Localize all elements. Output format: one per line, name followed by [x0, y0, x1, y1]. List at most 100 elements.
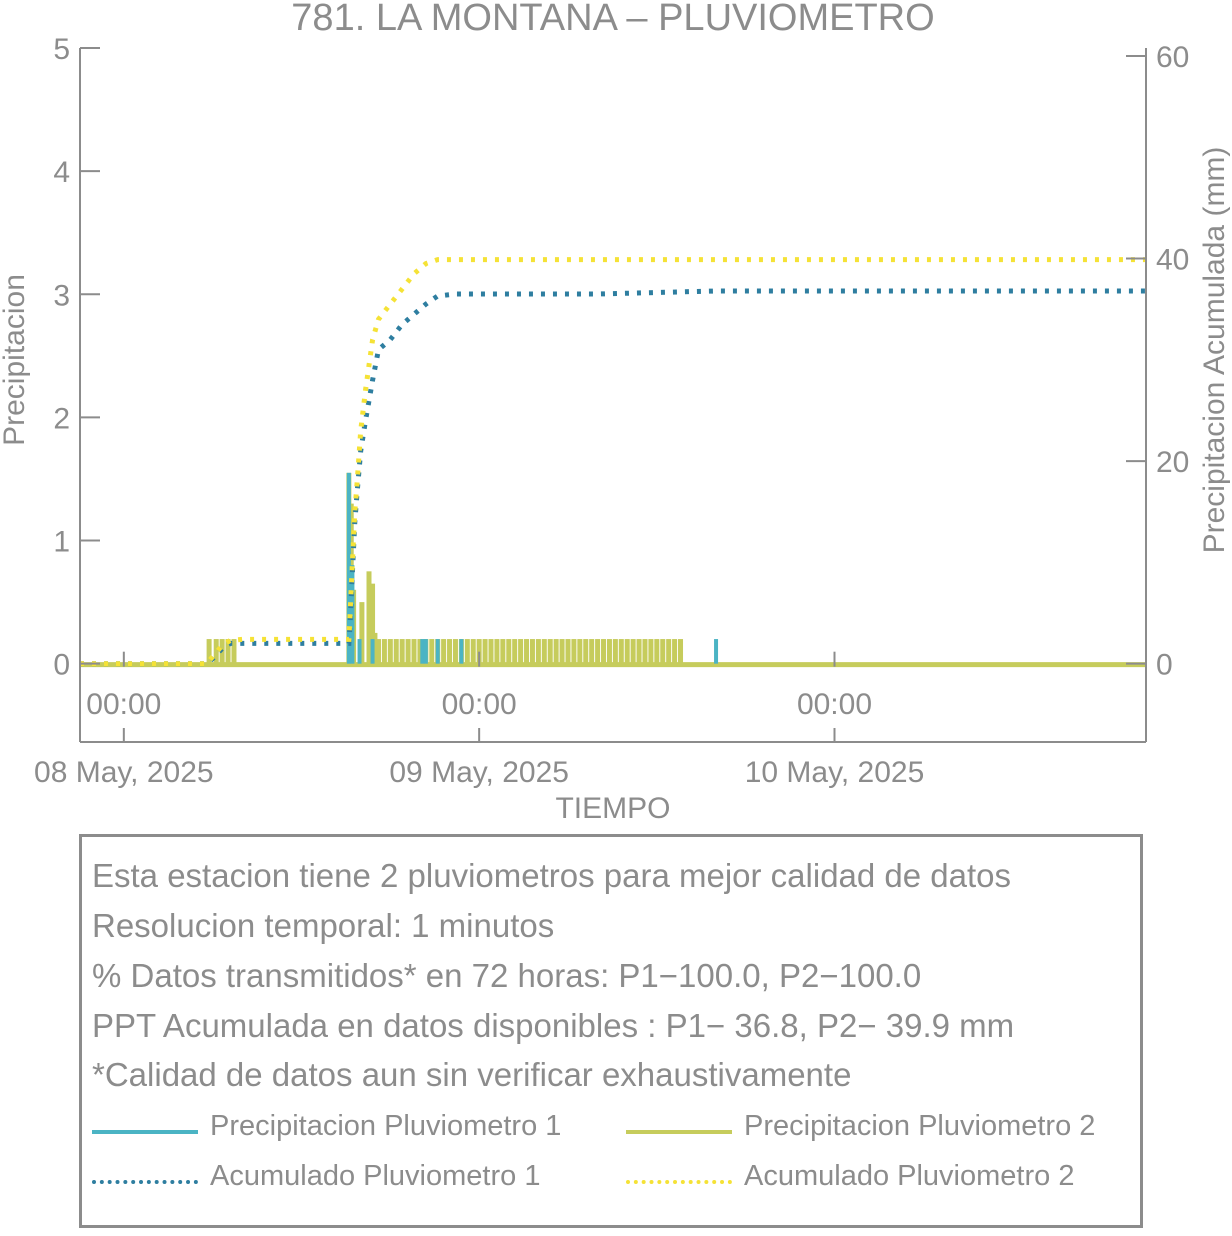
legend-label: Acumulado Pluviometro 1: [210, 1160, 541, 1192]
bar-pluviometro-2: [393, 639, 399, 664]
line-acumulado-pluviometro-1: [80, 288, 1146, 667]
bar-pluviometro-2: [666, 639, 672, 664]
info-line-pluviometros: Esta estacion tiene 2 pluviometros para …: [92, 857, 1012, 894]
y-tick-label-left: 2: [53, 402, 70, 435]
legend-swatch-solid: [626, 1130, 732, 1134]
bar-pluviometro-1: [423, 639, 428, 664]
bar-pluviometro-1: [714, 639, 719, 664]
bar-pluviometro-2: [470, 639, 476, 664]
bar-pluviometro-2: [535, 639, 541, 664]
bar-pluviometro-2: [648, 639, 654, 664]
bar-pluviometro-2: [618, 639, 624, 664]
bar-pluviometro-2: [512, 639, 518, 664]
x-tick-date-label: 08 May, 2025: [34, 756, 214, 789]
bar-pluviometro-2: [577, 639, 583, 664]
bar-pluviometro-2: [660, 639, 666, 664]
bar-pluviometro-2: [642, 639, 648, 664]
bar-pluviometro-2: [541, 639, 547, 664]
bar-pluviometro-2: [488, 639, 494, 664]
x-tick-time-label: 00:00: [86, 688, 161, 721]
bar-pluviometro-2: [464, 639, 470, 664]
bar-pluviometro-2: [375, 639, 381, 664]
bar-pluviometro-2: [366, 571, 372, 664]
y-tick-label-right: 0: [1156, 649, 1173, 682]
info-line-ppt-acumulada: PPT Acumulada en datos disponibles : P1−…: [92, 1007, 1015, 1044]
bar-pluviometro-2: [500, 639, 506, 664]
x-tick-date-label: 10 May, 2025: [745, 756, 925, 789]
bar-pluviometro-2: [447, 639, 453, 664]
bar-pluviometro-2: [387, 639, 393, 664]
bar-pluviometro-2: [225, 639, 231, 664]
bar-pluviometro-2: [571, 639, 577, 664]
y-tick-label-left: 1: [53, 526, 70, 559]
bar-pluviometro-2: [678, 639, 684, 664]
y-tick-label-right: 20: [1156, 446, 1189, 479]
chart-title: 781. LA MONTANA – PLUVIOMETRO: [291, 0, 934, 39]
bar-pluviometro-2: [206, 639, 212, 664]
bar-pluviometro-2: [476, 639, 482, 664]
bar-pluviometro-1: [435, 639, 440, 664]
bar-pluviometro-2: [231, 639, 237, 664]
bars-pluviometro-1: [346, 472, 719, 664]
bar-pluviometro-2: [636, 639, 642, 664]
bars-pluviometro-2: [80, 472, 1146, 668]
y-tick-label-left: 0: [53, 649, 70, 682]
bar-pluviometro-2: [359, 602, 365, 664]
bar-pluviometro-2: [399, 639, 405, 664]
y-ticks-left: 0 1 2 3 4 5: [53, 33, 100, 682]
bar-pluviometro-2: [213, 639, 219, 664]
legend-swatch-solid: [92, 1130, 198, 1134]
info-line-resolucion: Resolucion temporal: 1 minutos: [92, 907, 555, 944]
bar-pluviometro-1: [370, 639, 375, 664]
rainfall-chart: 781. LA MONTANA – PLUVIOMETRO 0 1 2 3 4 5 0 20…: [0, 0, 1231, 825]
info-box: Esta estacion tiene 2 pluviometros para …: [79, 834, 1143, 1228]
bar-pluviometro-2: [559, 639, 565, 664]
bar-pluviometro-2: [518, 639, 524, 664]
bar-pluviometro-2: [612, 639, 618, 664]
legend-label: Precipitacion Pluviometro 1: [210, 1110, 562, 1142]
x-tick-date-label: 09 May, 2025: [389, 756, 569, 789]
bar-pluviometro-2: [429, 639, 435, 664]
bar-pluviometro-2: [595, 639, 601, 664]
y-axis-label-right: Precipitacion Acumulada (mm): [1198, 147, 1231, 554]
bar-pluviometro-2: [606, 639, 612, 664]
info-line-datos-transmitidos: % Datos transmitidos* en 72 horas: P1−10…: [92, 957, 922, 994]
y-tick-label-left: 3: [53, 279, 70, 312]
cumulative-lines: [80, 257, 1146, 667]
bar-pluviometro-2: [529, 639, 535, 664]
bar-pluviometro-2: [589, 639, 595, 664]
x-tick-time-label: 00:00: [442, 688, 517, 721]
legend-swatch-dotted: [626, 1180, 732, 1184]
bar-pluviometro-2: [372, 632, 378, 664]
bar-pluviometro-2: [441, 639, 447, 664]
y-tick-label-left: 4: [53, 156, 70, 189]
bar-pluviometro-2: [672, 639, 678, 664]
legend-label: Precipitacion Pluviometro 2: [744, 1110, 1096, 1142]
bar-pluviometro-2: [417, 639, 423, 664]
bar-pluviometro-2: [411, 639, 417, 664]
bar-pluviometro-2: [452, 639, 458, 664]
bar-pluviometro-2: [506, 639, 512, 664]
x-axis-label: TIEMPO: [555, 792, 670, 825]
legend-label: Acumulado Pluviometro 2: [744, 1160, 1075, 1192]
bar-pluviometro-2: [405, 639, 411, 664]
axes: [79, 48, 1147, 743]
bar-pluviometro-2: [654, 639, 660, 664]
y-tick-label-right: 40: [1156, 244, 1189, 277]
bar-pluviometro-2: [370, 583, 376, 664]
y-axis-label-left: Precipitacion: [0, 274, 31, 446]
bar-pluviometro-2: [565, 639, 571, 664]
x-tick-time-label: 00:00: [797, 688, 872, 721]
bar-pluviometro-2: [553, 639, 559, 664]
bar-pluviometro-1: [346, 472, 351, 664]
bar-pluviometro-2: [547, 639, 553, 664]
line-acumulado-pluviometro-2: [80, 257, 1146, 667]
bar-pluviometro-2: [482, 639, 488, 664]
bar-pluviometro-2: [583, 639, 589, 664]
info-line-calidad: *Calidad de datos aun sin verificar exha…: [92, 1056, 852, 1093]
bar-pluviometro-1: [420, 639, 425, 664]
bar-pluviometro-2: [624, 639, 630, 664]
bar-pluviometro-2: [494, 639, 500, 664]
y-tick-label-left: 5: [53, 33, 70, 66]
bar-pluviometro-2: [630, 639, 636, 664]
